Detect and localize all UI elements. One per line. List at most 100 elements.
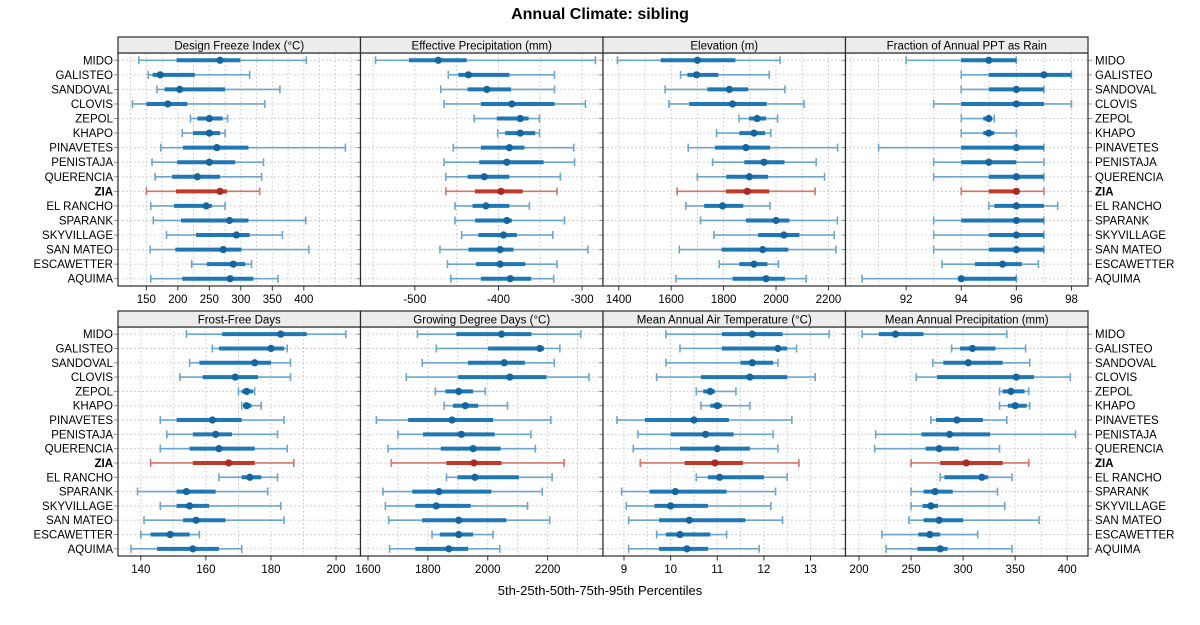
median-dot [1012, 187, 1020, 195]
median-dot [226, 275, 234, 283]
panel-title: Design Freeze Index (°C) [174, 41, 304, 53]
median-dot [1012, 373, 1020, 381]
site-label-left: ZIA [94, 458, 113, 470]
site-label-left: QUERENCIA [45, 444, 114, 456]
median-dot [536, 344, 544, 353]
median-dot [693, 56, 701, 64]
site-label-right: KHAPO [1095, 401, 1135, 413]
median-dot [434, 56, 442, 64]
site-label-left: SPARANK [59, 487, 113, 499]
site-label-left: SAN MATEO [46, 515, 113, 527]
site-label-right: SKYVILLAGE [1095, 501, 1166, 513]
median-dot [457, 430, 465, 438]
site-label-right: SPARANK [1095, 487, 1149, 499]
median-dot [683, 545, 691, 553]
median-dot [496, 260, 504, 268]
median-dot [718, 202, 727, 210]
site-label-right: ZEPOL [1095, 114, 1133, 126]
x-tick-label: 10 [664, 564, 677, 576]
median-dot [216, 56, 224, 64]
median-dot [742, 144, 750, 152]
site-label-right: KHAPO [1095, 128, 1135, 140]
x-tick-label: 96 [1010, 294, 1023, 306]
median-dot [985, 158, 993, 166]
median-dot [455, 530, 463, 539]
site-label-left: AQUIMA [68, 544, 114, 556]
site-label-right: AQUIMA [1095, 274, 1141, 286]
median-dot [711, 459, 719, 467]
median-dot [497, 187, 505, 195]
median-dot [205, 129, 213, 137]
median-dot [750, 260, 758, 268]
median-dot [978, 473, 986, 481]
site-label-right: PENISTAJA [1095, 157, 1157, 169]
panel-title: Effective Precipitation (mm) [412, 41, 553, 53]
median-dot [212, 430, 220, 438]
site-label-right: SANDOVAL [1095, 358, 1157, 370]
site-label-left: PENISTAJA [51, 157, 113, 169]
panel-title: Growing Degree Days (°C) [413, 315, 550, 327]
median-dot [935, 445, 943, 453]
median-dot [985, 56, 993, 64]
median-dot [225, 459, 233, 467]
median-dot [1007, 387, 1015, 396]
median-dot [891, 330, 900, 338]
x-tick-label: 1600 [355, 564, 381, 576]
median-dot [968, 344, 977, 353]
median-dot [671, 487, 679, 496]
median-dot [448, 416, 456, 424]
x-tick-label: 1400 [606, 294, 632, 306]
x-tick-label: -500 [403, 294, 426, 306]
site-label-right: SANDOVAL [1095, 84, 1157, 96]
x-tick-label: 250 [200, 294, 219, 306]
site-label-left: SPARANK [59, 215, 113, 227]
median-dot [780, 231, 788, 239]
site-label-left: PENISTAJA [51, 429, 113, 441]
site-label-right: CLOVIS [1095, 372, 1138, 384]
x-tick-label: 400 [294, 294, 313, 306]
median-dot [483, 85, 491, 94]
median-dot [713, 402, 721, 410]
median-dot [232, 231, 241, 239]
site-label-right: EL RANCHO [1095, 472, 1162, 484]
median-dot [186, 502, 194, 510]
median-dot [215, 445, 223, 453]
panel-background [845, 53, 1088, 286]
panel-title: Fraction of Annual PPT as Rain [887, 41, 1047, 53]
median-dot [998, 260, 1007, 268]
site-label-left: PINAVETES [49, 415, 113, 427]
median-dot [926, 530, 934, 539]
median-dot [503, 216, 511, 225]
median-dot [242, 402, 251, 410]
median-dot [728, 100, 737, 108]
median-dot [750, 129, 758, 137]
median-dot [470, 459, 478, 467]
x-tick-label: 13 [804, 564, 817, 576]
site-label-right: SAN MATEO [1095, 245, 1162, 257]
x-tick-label: 1800 [415, 564, 441, 576]
median-dot [713, 445, 721, 453]
median-dot [445, 545, 453, 553]
median-dot [1012, 216, 1020, 225]
median-dot [964, 359, 972, 367]
site-label-right: ZIA [1095, 458, 1114, 470]
median-dot [745, 173, 753, 181]
x-tick-label: 300 [954, 564, 973, 576]
median-dot [762, 275, 770, 283]
median-dot [213, 144, 221, 152]
site-label-right: SAN MATEO [1095, 515, 1162, 527]
median-dot [676, 530, 684, 539]
panel-background [118, 53, 361, 286]
x-tick-label: 160 [196, 564, 215, 576]
site-label-left: CLOVIS [71, 372, 114, 384]
median-dot [516, 114, 524, 123]
median-dot [205, 158, 213, 166]
site-label-right: ESCAWETTER [1095, 530, 1174, 542]
median-dot [193, 173, 201, 181]
median-dot [500, 359, 508, 367]
site-label-left: GALISTEO [55, 70, 113, 82]
panel-background [360, 53, 603, 286]
median-dot [667, 502, 675, 510]
median-dot [985, 114, 993, 123]
